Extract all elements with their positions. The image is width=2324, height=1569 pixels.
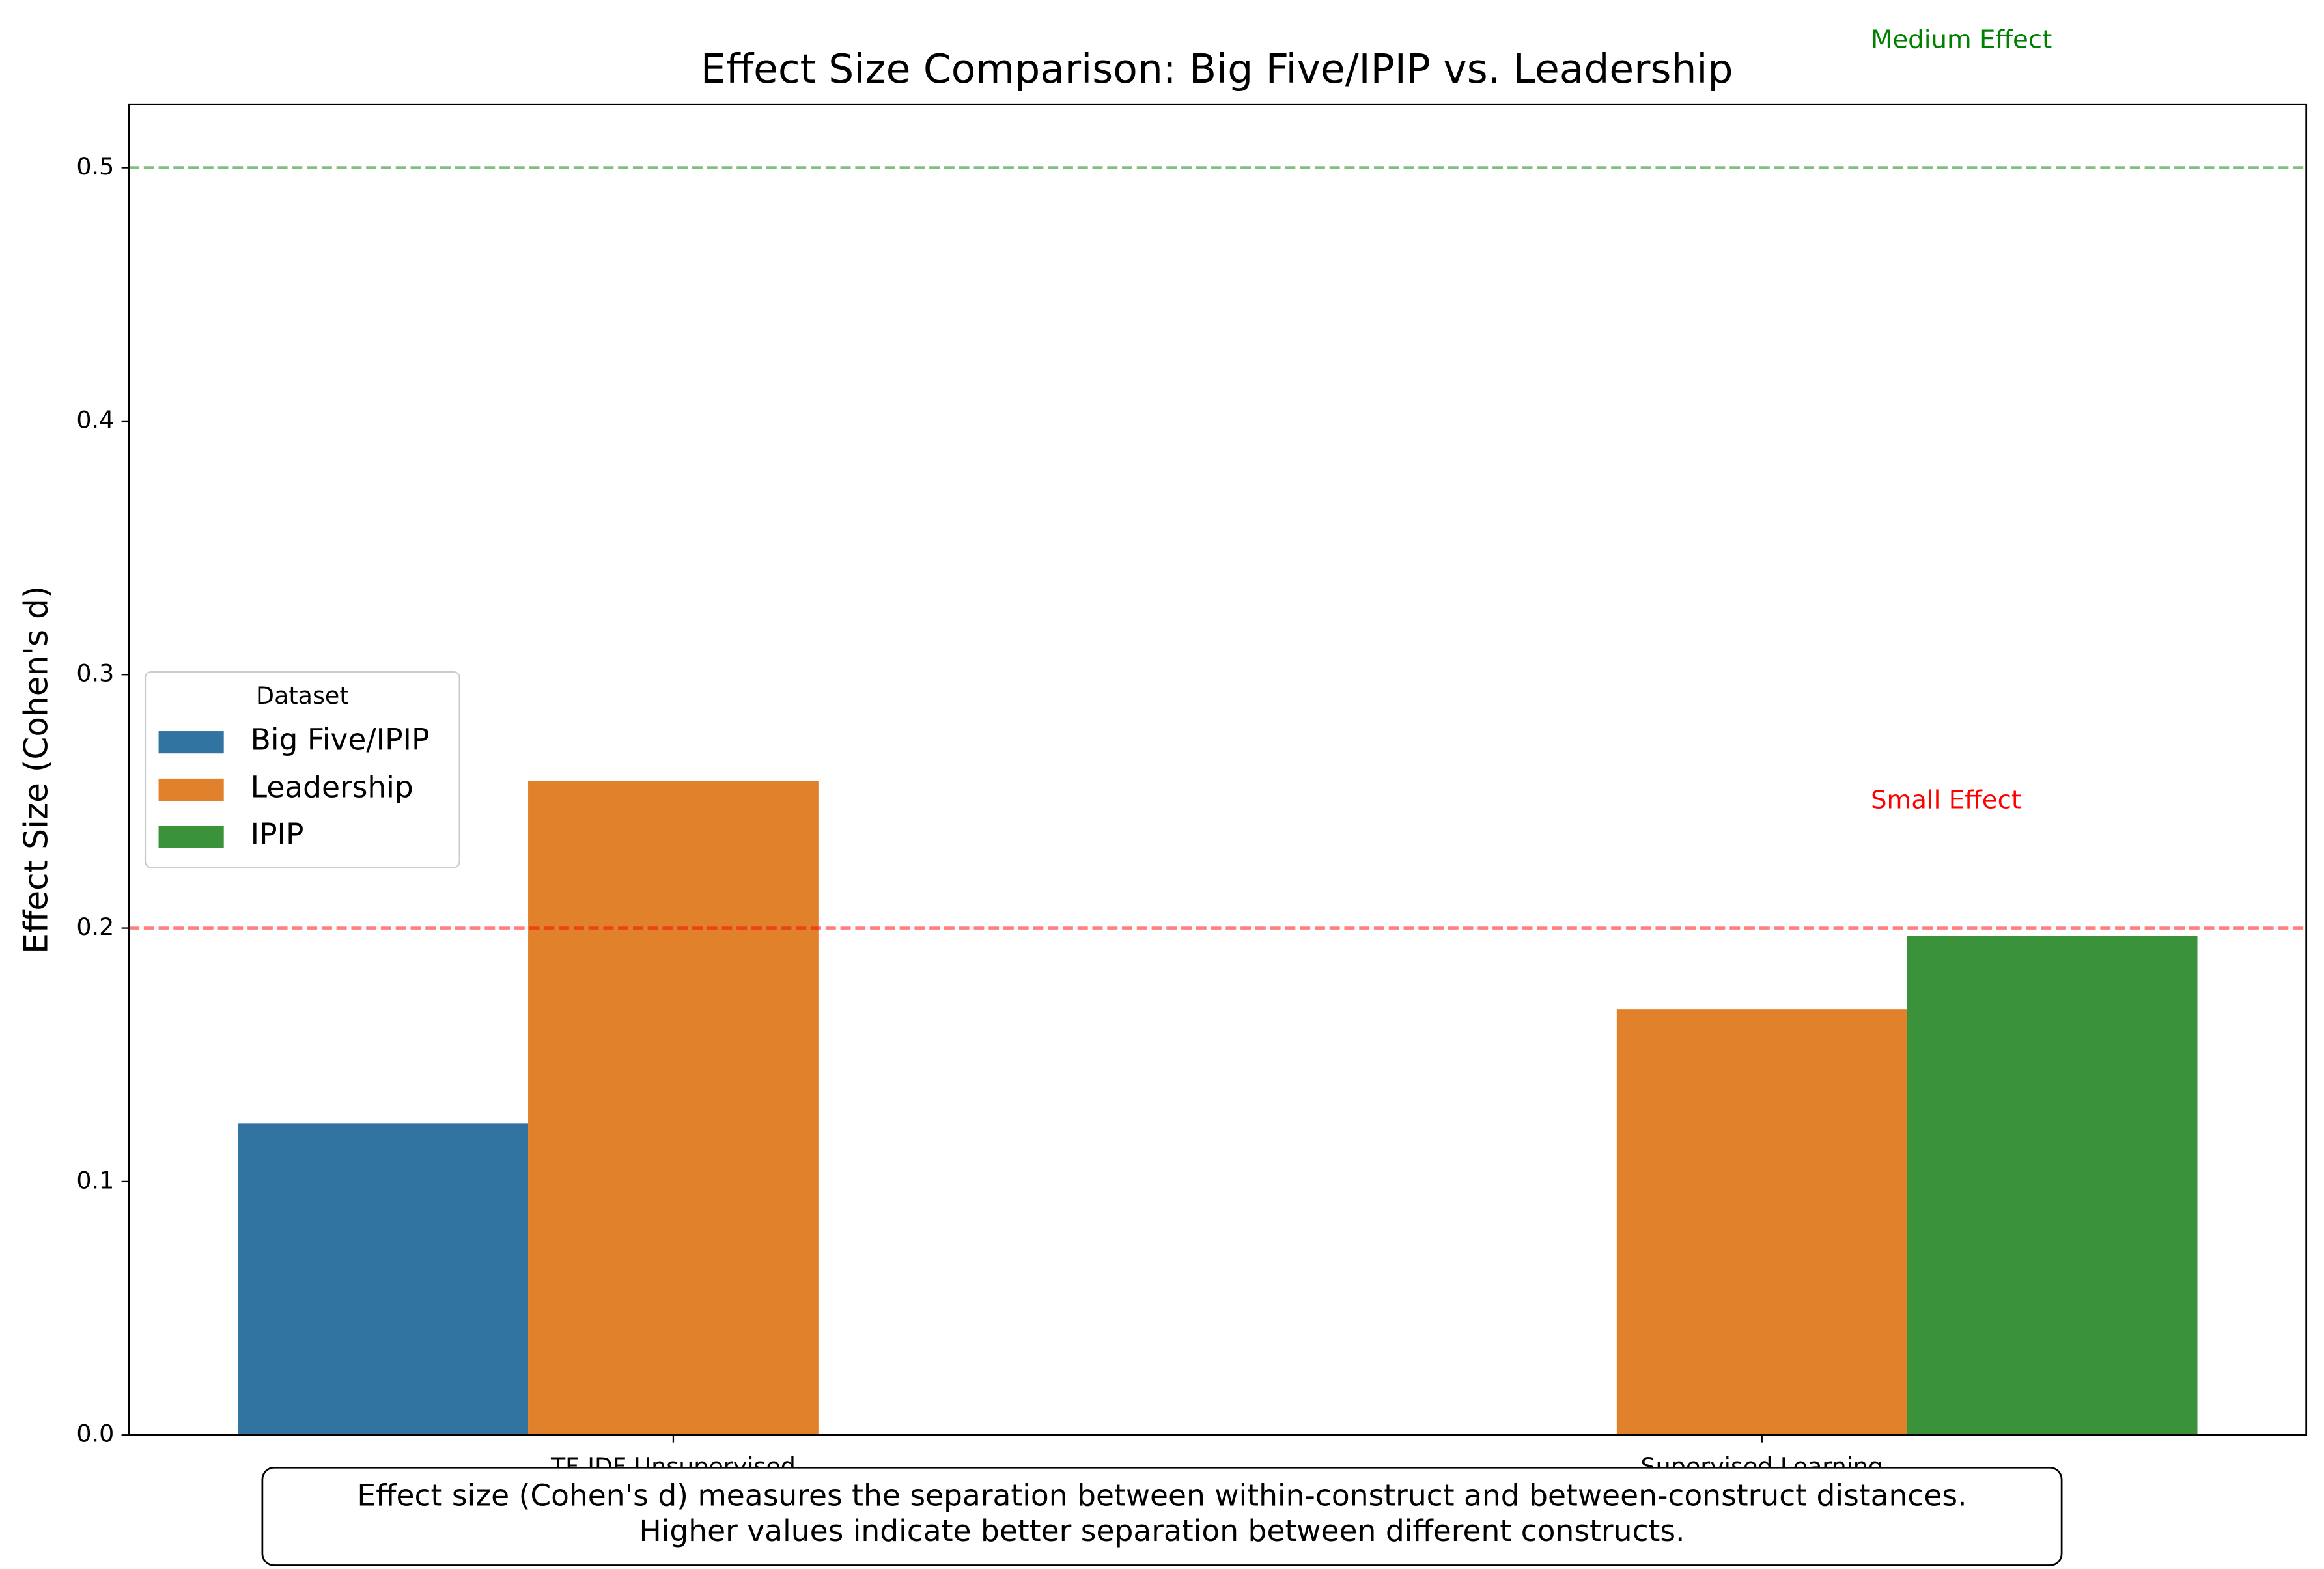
note-box: [261, 1466, 2063, 1566]
bar: [238, 1123, 529, 1436]
y-tick-label: 0.3: [76, 660, 114, 687]
legend-swatch: [158, 826, 224, 848]
y-tick-label: 0.5: [76, 152, 114, 180]
y-tick-label: 0.1: [76, 1166, 114, 1194]
legend: Dataset Big Five/IPIP Leadership IPIP: [144, 671, 460, 868]
plot-frame: [128, 103, 2308, 1436]
note-text: Higher values indicate better separation…: [639, 1514, 1685, 1548]
legend-title: Dataset: [256, 682, 349, 710]
note-text: Effect size (Cohen's d) measures the sep…: [357, 1478, 1967, 1512]
bar: [1616, 1009, 1907, 1436]
reference-label: Medium Effect: [1871, 25, 2052, 54]
legend-label: IPIP: [251, 817, 304, 852]
reference-label: Small Effect: [1871, 785, 2021, 814]
y-tick-label: 0.2: [76, 913, 114, 941]
chart-title: Effect Size Comparison: Big Five/IPIP vs…: [701, 46, 1733, 92]
legend-swatch: [158, 778, 224, 801]
bar: [528, 781, 819, 1436]
y-axis-label: Effect Size (Cohen's d): [18, 586, 55, 954]
bar: [1907, 936, 2198, 1436]
y-tick-label: 0.0: [76, 1420, 114, 1448]
legend-label: Big Five/IPIP: [251, 722, 430, 757]
legend-swatch: [158, 731, 224, 754]
legend-label: Leadership: [251, 770, 413, 804]
legend-box: [144, 671, 460, 868]
y-tick-label: 0.4: [76, 406, 114, 434]
